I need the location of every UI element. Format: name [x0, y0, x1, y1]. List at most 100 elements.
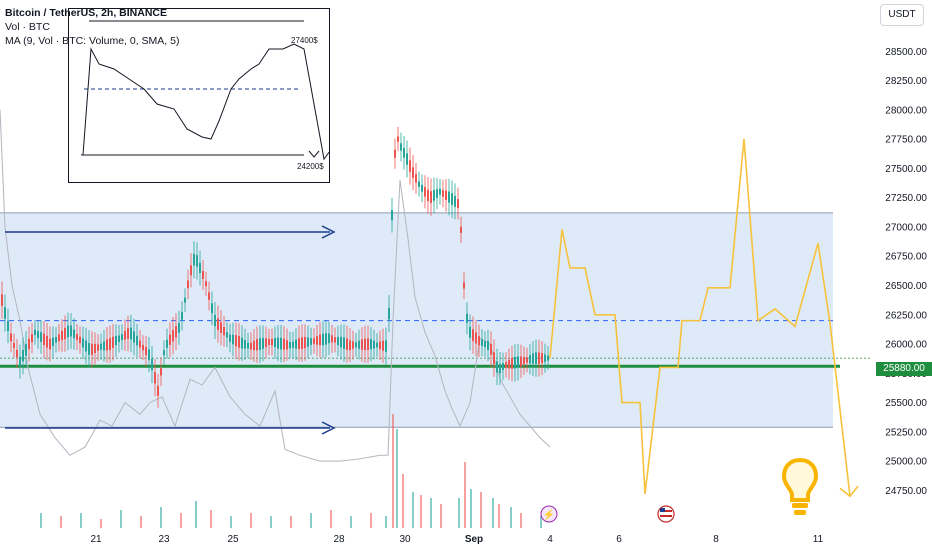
candle-body	[244, 340, 246, 349]
candle-body	[484, 341, 486, 348]
candle-body	[223, 327, 225, 336]
candle-body	[190, 265, 192, 276]
candle-body	[10, 333, 12, 342]
x-tick-label: 4	[547, 534, 553, 545]
volume-bar	[40, 513, 42, 528]
candle-body	[127, 328, 129, 339]
volume-ma-line	[0, 109, 551, 462]
x-tick-label: 11	[813, 534, 824, 545]
candle-body	[547, 355, 549, 361]
candle-body	[505, 362, 507, 368]
candle-body	[403, 147, 405, 158]
y-tick-label: 26750.00	[885, 252, 927, 263]
candle-body	[214, 314, 216, 327]
volume-bar	[270, 516, 272, 528]
candle-body	[262, 337, 264, 349]
candle-body	[268, 338, 270, 345]
y-tick-label: 27000.00	[885, 222, 927, 233]
candle-body	[499, 363, 501, 374]
candle-body	[406, 153, 408, 165]
volume-bar	[520, 513, 522, 528]
candle-body	[133, 331, 135, 343]
volume-bar	[385, 516, 387, 528]
x-tick-label: 6	[616, 534, 622, 545]
candle-body	[187, 280, 189, 289]
candle-body	[298, 338, 300, 350]
candle-body	[364, 338, 366, 351]
candle-body	[382, 340, 384, 351]
projection-path[interactable]	[549, 139, 851, 497]
candle-body	[412, 167, 414, 178]
candle-body	[118, 335, 120, 343]
candle-body	[319, 334, 321, 346]
candle-body	[85, 340, 87, 352]
candle-body	[13, 342, 15, 348]
candle-body	[139, 340, 141, 348]
candle-body	[421, 184, 423, 192]
volume-bar	[470, 489, 472, 528]
volume-bar	[464, 462, 466, 528]
candle-body	[196, 255, 198, 267]
volume-indicator-label[interactable]: Vol · BTC	[5, 21, 50, 33]
candle-body	[25, 344, 27, 356]
candle-body	[256, 339, 258, 351]
lightbulb-icon	[781, 457, 819, 515]
candle-body	[217, 318, 219, 330]
candle-body	[112, 336, 114, 348]
volume-bar	[492, 498, 494, 528]
x-tick-label: Sep	[465, 534, 483, 545]
candle-body	[229, 334, 231, 342]
candle-body	[520, 356, 522, 367]
candle-body	[373, 340, 375, 349]
price-axis[interactable]	[872, 0, 932, 550]
time-axis[interactable]	[0, 528, 872, 550]
candle-body	[301, 337, 303, 349]
candle-body	[172, 329, 174, 342]
candle-body	[409, 160, 411, 172]
volume-bar	[250, 513, 252, 528]
candle-body	[541, 353, 543, 364]
candle-body	[277, 337, 279, 349]
candle-body	[445, 190, 447, 200]
candle-body	[1, 294, 3, 306]
volume-bar	[310, 513, 312, 528]
candle-body	[226, 331, 228, 338]
candle-body	[31, 334, 33, 343]
candle-body	[313, 338, 315, 344]
y-tick-label: 27500.00	[885, 164, 927, 175]
y-tick-label: 26500.00	[885, 281, 927, 292]
volume-bar	[402, 474, 404, 528]
chart-legend: Bitcoin / TetherUS, 2h, BINANCE Vol · BT…	[5, 6, 179, 48]
candle-body	[67, 325, 69, 338]
candle-body	[343, 337, 345, 349]
candle-body	[136, 335, 138, 346]
currency-button[interactable]: USDT	[880, 4, 924, 26]
y-tick-label: 24750.00	[885, 486, 927, 497]
candle-body	[265, 338, 267, 348]
volume-bar	[140, 516, 142, 528]
candle-body	[220, 322, 222, 333]
candle-body	[376, 342, 378, 348]
candle-body	[145, 346, 147, 356]
ma-indicator-label[interactable]: MA (9, Vol · BTC: Volume, 0, SMA, 5)	[5, 35, 180, 47]
symbol-title[interactable]: Bitcoin / TetherUS, 2h, BINANCE	[5, 7, 167, 19]
candle-body	[334, 337, 336, 343]
candle-body	[28, 338, 30, 350]
candle-body	[115, 335, 117, 346]
volume-bar	[210, 510, 212, 528]
candle-body	[166, 339, 168, 348]
sketch-low-label: 24200$	[297, 162, 324, 171]
candle-body	[325, 333, 327, 345]
candle-body	[49, 338, 51, 350]
candle-body	[475, 332, 477, 344]
candle-body	[106, 339, 108, 351]
projection-arrowhead	[839, 485, 859, 498]
candle-body	[22, 350, 24, 362]
candle-body	[394, 149, 396, 158]
x-tick-label: 25	[227, 534, 239, 545]
y-tick-label: 26000.00	[885, 340, 927, 351]
candle-body	[514, 356, 516, 369]
lightning-icon[interactable]	[540, 505, 558, 523]
candle-body	[142, 344, 144, 351]
